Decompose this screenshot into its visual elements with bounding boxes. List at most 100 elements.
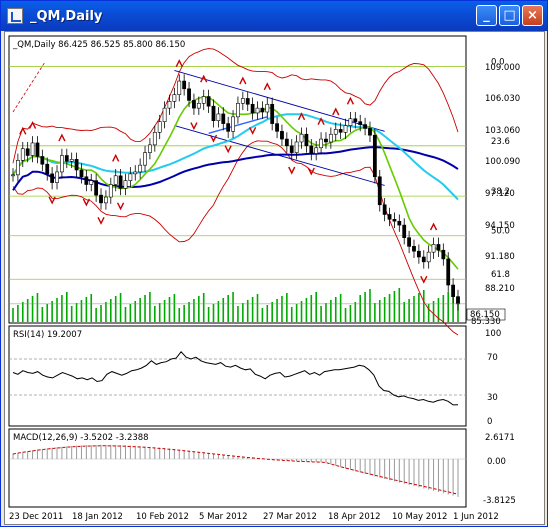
time-label: 10 Feb 2012 bbox=[136, 512, 189, 522]
candle-body bbox=[372, 134, 377, 178]
candle-body bbox=[108, 184, 113, 198]
rsi-level-label: 70 bbox=[487, 353, 498, 363]
main-chart-panel[interactable] bbox=[8, 35, 467, 324]
fractal-down-marker bbox=[190, 122, 198, 131]
candle-body bbox=[397, 220, 402, 226]
candle-body bbox=[182, 80, 187, 90]
candle-body bbox=[348, 118, 353, 126]
maximize-button[interactable]: □ bbox=[499, 5, 520, 26]
fractal-up-marker bbox=[263, 82, 271, 91]
candle-body bbox=[113, 175, 118, 185]
fractal-down-marker bbox=[82, 198, 90, 207]
candle-body bbox=[79, 169, 84, 178]
candle-body bbox=[245, 98, 250, 105]
main-chart-header: _QM,Daily 86.425 86.525 85.800 86.150 bbox=[12, 40, 185, 50]
candle-body bbox=[421, 256, 426, 263]
candle-body bbox=[280, 131, 284, 140]
candle-body bbox=[69, 159, 74, 162]
candle-body bbox=[25, 148, 30, 156]
candle-body bbox=[196, 103, 201, 109]
candle-body bbox=[104, 196, 108, 204]
candle-body bbox=[275, 123, 279, 132]
candle-body bbox=[35, 142, 40, 157]
candle-body bbox=[211, 105, 216, 121]
macd-level-label: 2.6171 bbox=[485, 433, 515, 443]
candle-body bbox=[343, 125, 348, 133]
fib-level-label: 38.2 bbox=[491, 187, 510, 197]
fractal-down-marker bbox=[307, 167, 315, 176]
fractal-down-marker bbox=[420, 275, 428, 284]
candle-body bbox=[99, 194, 103, 204]
price-label: 91.180 bbox=[485, 252, 515, 262]
candle-body bbox=[89, 180, 94, 185]
fractal-up-marker bbox=[239, 76, 247, 85]
candle-body bbox=[338, 129, 343, 133]
candle-body bbox=[226, 123, 231, 132]
current-price-box bbox=[466, 308, 506, 321]
candle-body bbox=[152, 132, 157, 146]
fractal-up-marker bbox=[175, 59, 183, 67]
candle-body bbox=[456, 296, 460, 305]
candle-body bbox=[265, 103, 270, 113]
rsi-level-label: 30 bbox=[487, 393, 498, 403]
candle-body bbox=[382, 204, 387, 215]
candle-body bbox=[133, 171, 138, 175]
moving-average-short-line bbox=[12, 95, 459, 270]
candle-body bbox=[324, 138, 328, 143]
candle-body bbox=[363, 124, 367, 129]
candle-body bbox=[94, 180, 99, 196]
candle-body bbox=[84, 176, 89, 185]
candle-body bbox=[441, 249, 446, 260]
fractal-down-marker bbox=[48, 196, 56, 205]
price-label: 94.150 bbox=[485, 221, 515, 231]
close-button[interactable]: × bbox=[522, 5, 543, 26]
price-label: 106.030 bbox=[485, 94, 520, 104]
candle-body bbox=[299, 133, 304, 143]
candle-body bbox=[40, 156, 45, 165]
title-bar[interactable]: _QM,Daily _ □ × bbox=[1, 1, 547, 31]
chart-canvas[interactable]: 0.0 23.6 38.2 50.0 61.8 _QM,Daily 86.425 86.… bbox=[5, 32, 546, 526]
moving-average-mid-line bbox=[12, 113, 459, 201]
price-label: 85.330 bbox=[471, 317, 501, 327]
candle-body bbox=[446, 258, 451, 286]
fractal-up-marker bbox=[429, 222, 438, 231]
candle-body bbox=[284, 138, 289, 147]
candle-body bbox=[172, 94, 177, 102]
candle-body bbox=[240, 98, 245, 104]
candle-body bbox=[309, 145, 314, 154]
candle-body bbox=[206, 96, 211, 107]
fractal-down-marker bbox=[116, 202, 125, 211]
time-label: 18 Jan 2012 bbox=[72, 512, 123, 522]
fib-level-label: 0.0 bbox=[491, 58, 505, 68]
rsi-level-label: 100 bbox=[485, 329, 501, 339]
rsi-layer bbox=[9, 351, 466, 406]
current-price-label: 86.150 bbox=[470, 310, 500, 320]
candle-body bbox=[11, 174, 15, 177]
candle-body bbox=[377, 176, 382, 206]
candle-body bbox=[118, 175, 123, 189]
fib-level-label: 61.8 bbox=[491, 270, 510, 280]
candle-body bbox=[358, 121, 363, 125]
candle-body bbox=[30, 142, 35, 156]
candle-body bbox=[304, 133, 309, 147]
fractal-up-marker bbox=[28, 120, 37, 129]
rsi-panel[interactable] bbox=[8, 325, 467, 427]
candle-body bbox=[64, 155, 69, 162]
chart-client-area[interactable]: 0.0 23.6 38.2 50.0 61.8 _QM,Daily 86.425 86.… bbox=[4, 31, 545, 525]
bollinger-upper-line bbox=[12, 48, 459, 164]
window-title: _QM,Daily bbox=[30, 8, 103, 24]
candle-body bbox=[148, 144, 152, 153]
fractal-up-marker bbox=[19, 126, 27, 135]
main-chart-layer: 0.0 23.6 38.2 50.0 61.8 bbox=[9, 48, 510, 336]
time-label: 10 May 2012 bbox=[392, 512, 447, 522]
candle-body bbox=[328, 133, 333, 143]
candle-body bbox=[50, 173, 55, 183]
time-label: 18 Apr 2012 bbox=[328, 512, 381, 522]
fib-level-label: 23.6 bbox=[491, 137, 510, 147]
time-axis: 23 Dec 2011 18 Jan 2012 10 Feb 2012 5 Ma… bbox=[9, 512, 499, 522]
minimize-button[interactable]: _ bbox=[476, 5, 497, 26]
candle-body bbox=[402, 224, 407, 238]
candle-body bbox=[426, 251, 431, 263]
fractal-down-marker bbox=[97, 216, 105, 225]
